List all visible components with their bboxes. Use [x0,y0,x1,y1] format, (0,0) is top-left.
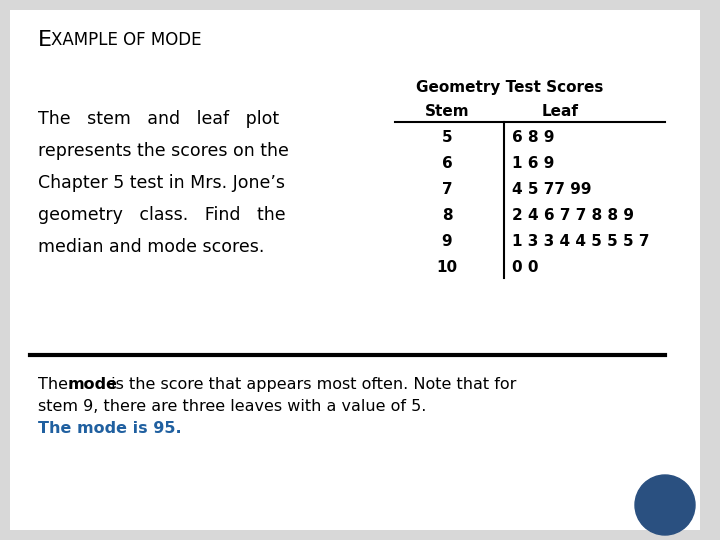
Text: 6 8 9: 6 8 9 [512,130,554,145]
Text: stem 9, there are three leaves with a value of 5.: stem 9, there are three leaves with a va… [38,399,426,414]
Text: 6: 6 [441,156,452,171]
Text: 1 6 9: 1 6 9 [512,156,554,171]
Text: represents the scores on the: represents the scores on the [38,142,289,160]
Text: Leaf: Leaf [541,104,578,119]
Circle shape [635,475,695,535]
Text: mode: mode [68,377,118,392]
Text: 10: 10 [436,260,458,275]
FancyBboxPatch shape [10,10,700,530]
Text: Stem: Stem [425,104,469,119]
Text: 4 5 77 99: 4 5 77 99 [512,182,592,197]
Text: 8: 8 [441,208,452,223]
Text: E: E [38,30,52,50]
Text: 2 4 6 7 7 8 8 9: 2 4 6 7 7 8 8 9 [512,208,634,223]
Text: Chapter 5 test in Mrs. Jone’s: Chapter 5 test in Mrs. Jone’s [38,174,285,192]
Text: 7: 7 [441,182,452,197]
Text: The: The [38,377,73,392]
Text: 5: 5 [441,130,452,145]
Text: The mode is 95.: The mode is 95. [38,421,181,436]
Text: is the score that appears most often. Note that for: is the score that appears most often. No… [106,377,516,392]
Text: 9: 9 [441,234,452,249]
Text: The   stem   and   leaf   plot: The stem and leaf plot [38,110,279,128]
Text: median and mode scores.: median and mode scores. [38,238,264,256]
Text: XAMPLE OF MODE: XAMPLE OF MODE [51,31,202,49]
Text: 0 0: 0 0 [512,260,539,275]
Text: geometry   class.   Find   the: geometry class. Find the [38,206,286,224]
Text: Geometry Test Scores: Geometry Test Scores [416,80,603,95]
Text: 1 3 3 4 4 5 5 5 7: 1 3 3 4 4 5 5 5 7 [512,234,649,249]
